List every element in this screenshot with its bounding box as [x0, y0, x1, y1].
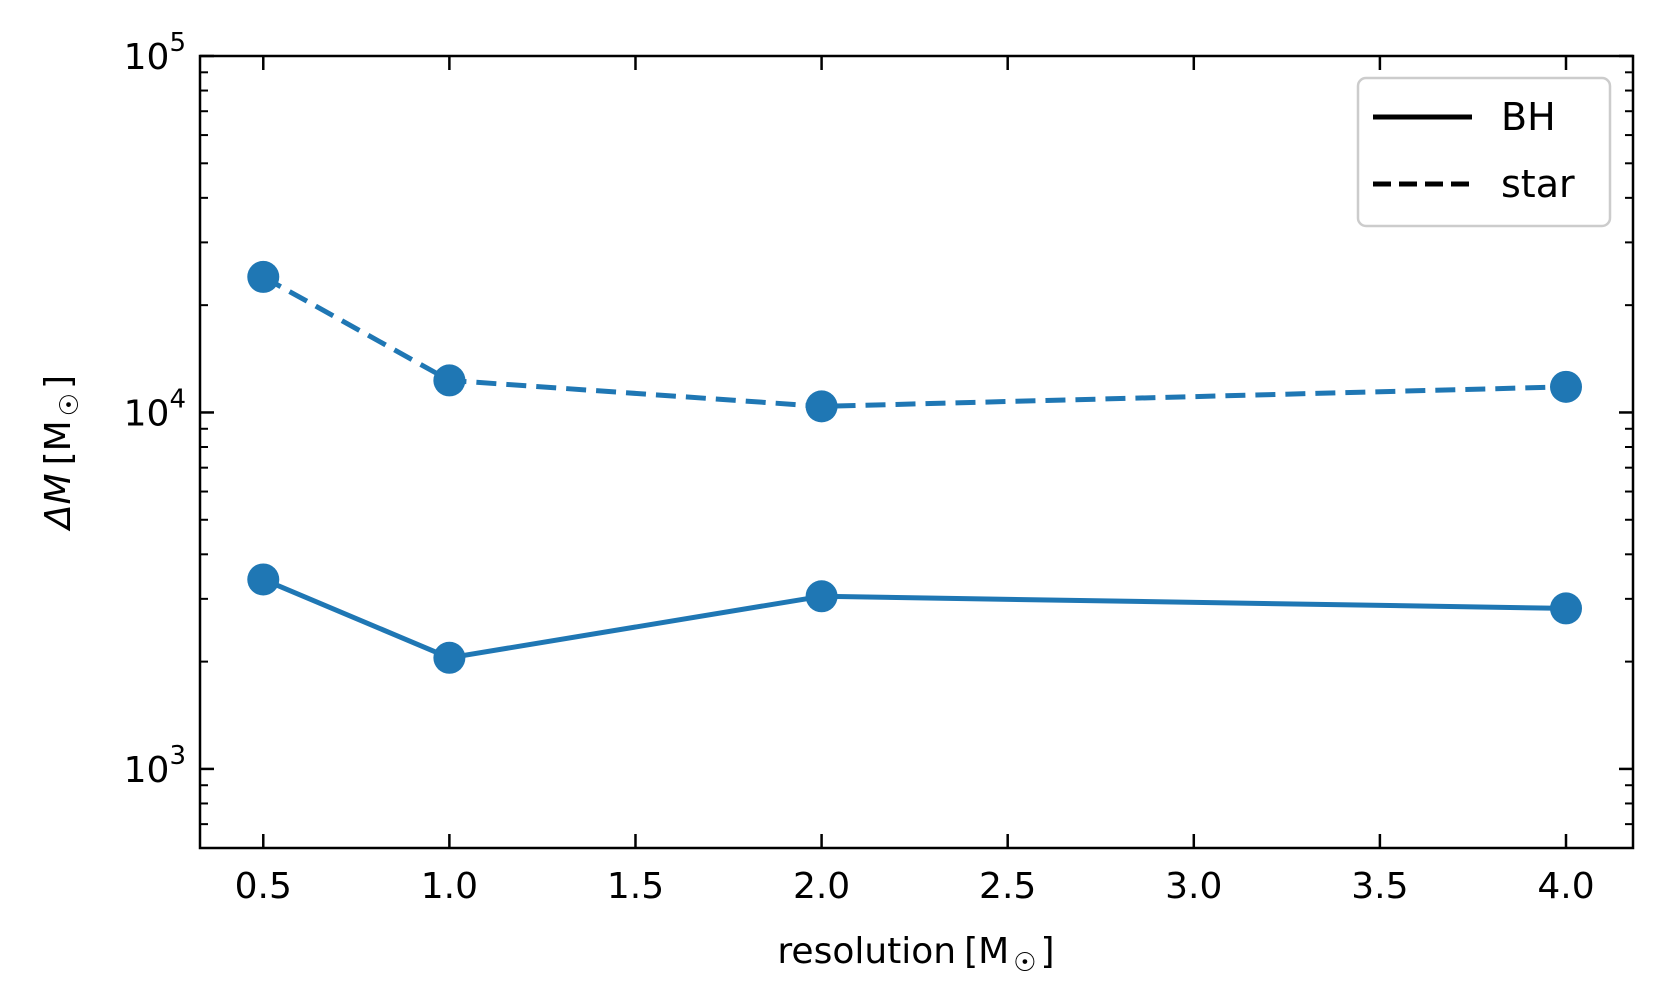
point-star [1550, 370, 1583, 403]
x-tick-label: 3.5 [1351, 866, 1408, 907]
y-axis-label: ΔM[M☉] [38, 375, 85, 532]
point-bh [805, 580, 838, 613]
x-tick-label: 2.0 [793, 866, 850, 907]
legend-label-star: star [1501, 162, 1575, 206]
plot-frame [198, 54, 1635, 850]
x-tick-label: 2.5 [979, 866, 1036, 907]
x-tick-label: 1.0 [421, 866, 478, 907]
point-star [805, 390, 838, 423]
point-star [247, 260, 280, 293]
point-bh [433, 641, 466, 674]
x-tick-label: 3.0 [1165, 866, 1222, 907]
point-bh [1550, 592, 1583, 625]
y-tick-labels: 103 104 105 [124, 28, 186, 791]
y-tick-label: 105 [124, 28, 186, 78]
y-tick-label: 104 [124, 384, 186, 434]
x-tick-label: 4.0 [1537, 866, 1594, 907]
series-line-bh [262, 577, 1567, 661]
point-bh [247, 563, 280, 596]
point-star [433, 364, 466, 397]
x-tick-label: 0.5 [235, 866, 292, 907]
x-tick-label: 1.5 [607, 866, 664, 907]
plot-series [247, 260, 1583, 674]
legend-label-bh: BH [1501, 95, 1556, 139]
x-axis-label: resolution [M ☉] [777, 931, 1054, 978]
series-line-star [262, 274, 1567, 409]
y-tick-label: 103 [124, 741, 186, 791]
x-tick-labels: 0.5 1.0 1.5 2.0 2.5 3.0 3.5 4.0 [235, 866, 1595, 907]
legend: BH star [1356, 76, 1612, 228]
